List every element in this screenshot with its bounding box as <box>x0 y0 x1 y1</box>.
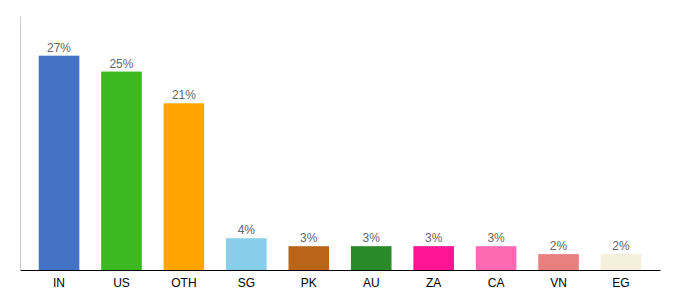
x-tick-label: OTH <box>171 276 196 290</box>
bar <box>164 103 205 270</box>
data-label: 4% <box>238 223 256 237</box>
chart: 27% 25% 21% 4% 3% 3% 3% 3% 2% 2% IN US OTH SG PK AU ZA CA… <box>0 0 680 300</box>
data-label: 3% <box>300 231 318 245</box>
x-tick: IN <box>53 276 65 290</box>
x-tick: CA <box>488 276 505 290</box>
x-tick-label: CA <box>488 276 505 290</box>
x-tick: US <box>113 276 130 290</box>
bar <box>101 72 142 270</box>
bar <box>601 254 642 270</box>
bar <box>351 246 392 270</box>
data-labels: 27% 25% 21% 4% 3% 3% 3% 3% 2% 2% <box>47 41 630 253</box>
bar <box>476 246 517 270</box>
bars <box>39 56 642 270</box>
data-label: 2% <box>550 239 568 253</box>
x-tick: VN <box>550 276 567 290</box>
data-label: 3% <box>487 231 505 245</box>
x-tick-label: ZA <box>426 276 441 290</box>
x-tick: ZA <box>426 276 441 290</box>
plot: 27% 25% 21% 4% 3% 3% 3% 3% 2% 2% IN US OTH SG PK AU ZA CA… <box>21 17 661 290</box>
x-tick: AU <box>363 276 380 290</box>
bar <box>226 238 267 270</box>
data-label: 3% <box>363 231 381 245</box>
y-axis <box>20 17 21 271</box>
x-tick-label: AU <box>363 276 380 290</box>
bar <box>288 246 329 270</box>
data-label: 3% <box>425 231 443 245</box>
x-tick-label: PK <box>301 276 317 290</box>
bar <box>39 56 80 270</box>
x-tick-label: SG <box>238 276 255 290</box>
data-label: 21% <box>172 88 196 102</box>
bar <box>538 254 579 270</box>
y-axis-line <box>20 17 21 271</box>
x-tick: EG <box>612 276 629 290</box>
x-tick: OTH <box>171 276 196 290</box>
data-label: 27% <box>47 41 71 55</box>
x-tick-label: US <box>113 276 130 290</box>
x-tick-label: VN <box>550 276 567 290</box>
x-tick-label: IN <box>53 276 65 290</box>
data-label: 2% <box>612 239 630 253</box>
bar <box>413 246 454 270</box>
x-axis-line <box>21 270 661 271</box>
data-label: 25% <box>109 57 133 71</box>
x-tick-label: EG <box>612 276 629 290</box>
x-axis: IN US OTH SG PK AU ZA CA VN EG <box>21 271 661 290</box>
x-tick: PK <box>301 276 317 290</box>
x-tick: SG <box>238 276 255 290</box>
